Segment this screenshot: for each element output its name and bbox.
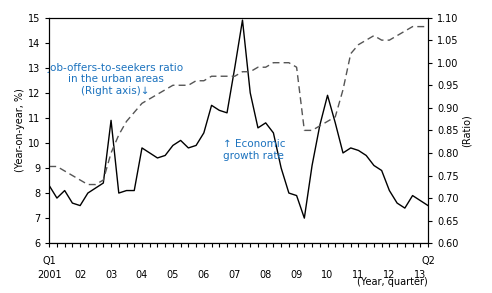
Text: 04: 04	[136, 270, 148, 280]
Text: ↑ Economic
growth rate: ↑ Economic growth rate	[223, 139, 286, 161]
Text: 2001: 2001	[37, 270, 62, 280]
Text: 02: 02	[74, 270, 86, 280]
Text: 09: 09	[290, 270, 303, 280]
Text: (Year, quarter): (Year, quarter)	[357, 277, 428, 287]
Text: 08: 08	[260, 270, 272, 280]
Text: 05: 05	[167, 270, 179, 280]
Text: Q2: Q2	[421, 256, 435, 266]
Text: 12: 12	[383, 270, 396, 280]
Text: 07: 07	[229, 270, 241, 280]
Text: Job-offers-to-seekers ratio
in the urban areas
(Right axis)↓: Job-offers-to-seekers ratio in the urban…	[47, 63, 184, 96]
Text: 11: 11	[352, 270, 365, 280]
Y-axis label: (Ratio): (Ratio)	[461, 114, 471, 147]
Text: Q1: Q1	[42, 256, 56, 266]
Y-axis label: (Year-on-year, %): (Year-on-year, %)	[15, 88, 25, 172]
Text: 03: 03	[105, 270, 117, 280]
Text: 06: 06	[198, 270, 210, 280]
Text: 10: 10	[321, 270, 334, 280]
Text: 13: 13	[414, 270, 427, 280]
